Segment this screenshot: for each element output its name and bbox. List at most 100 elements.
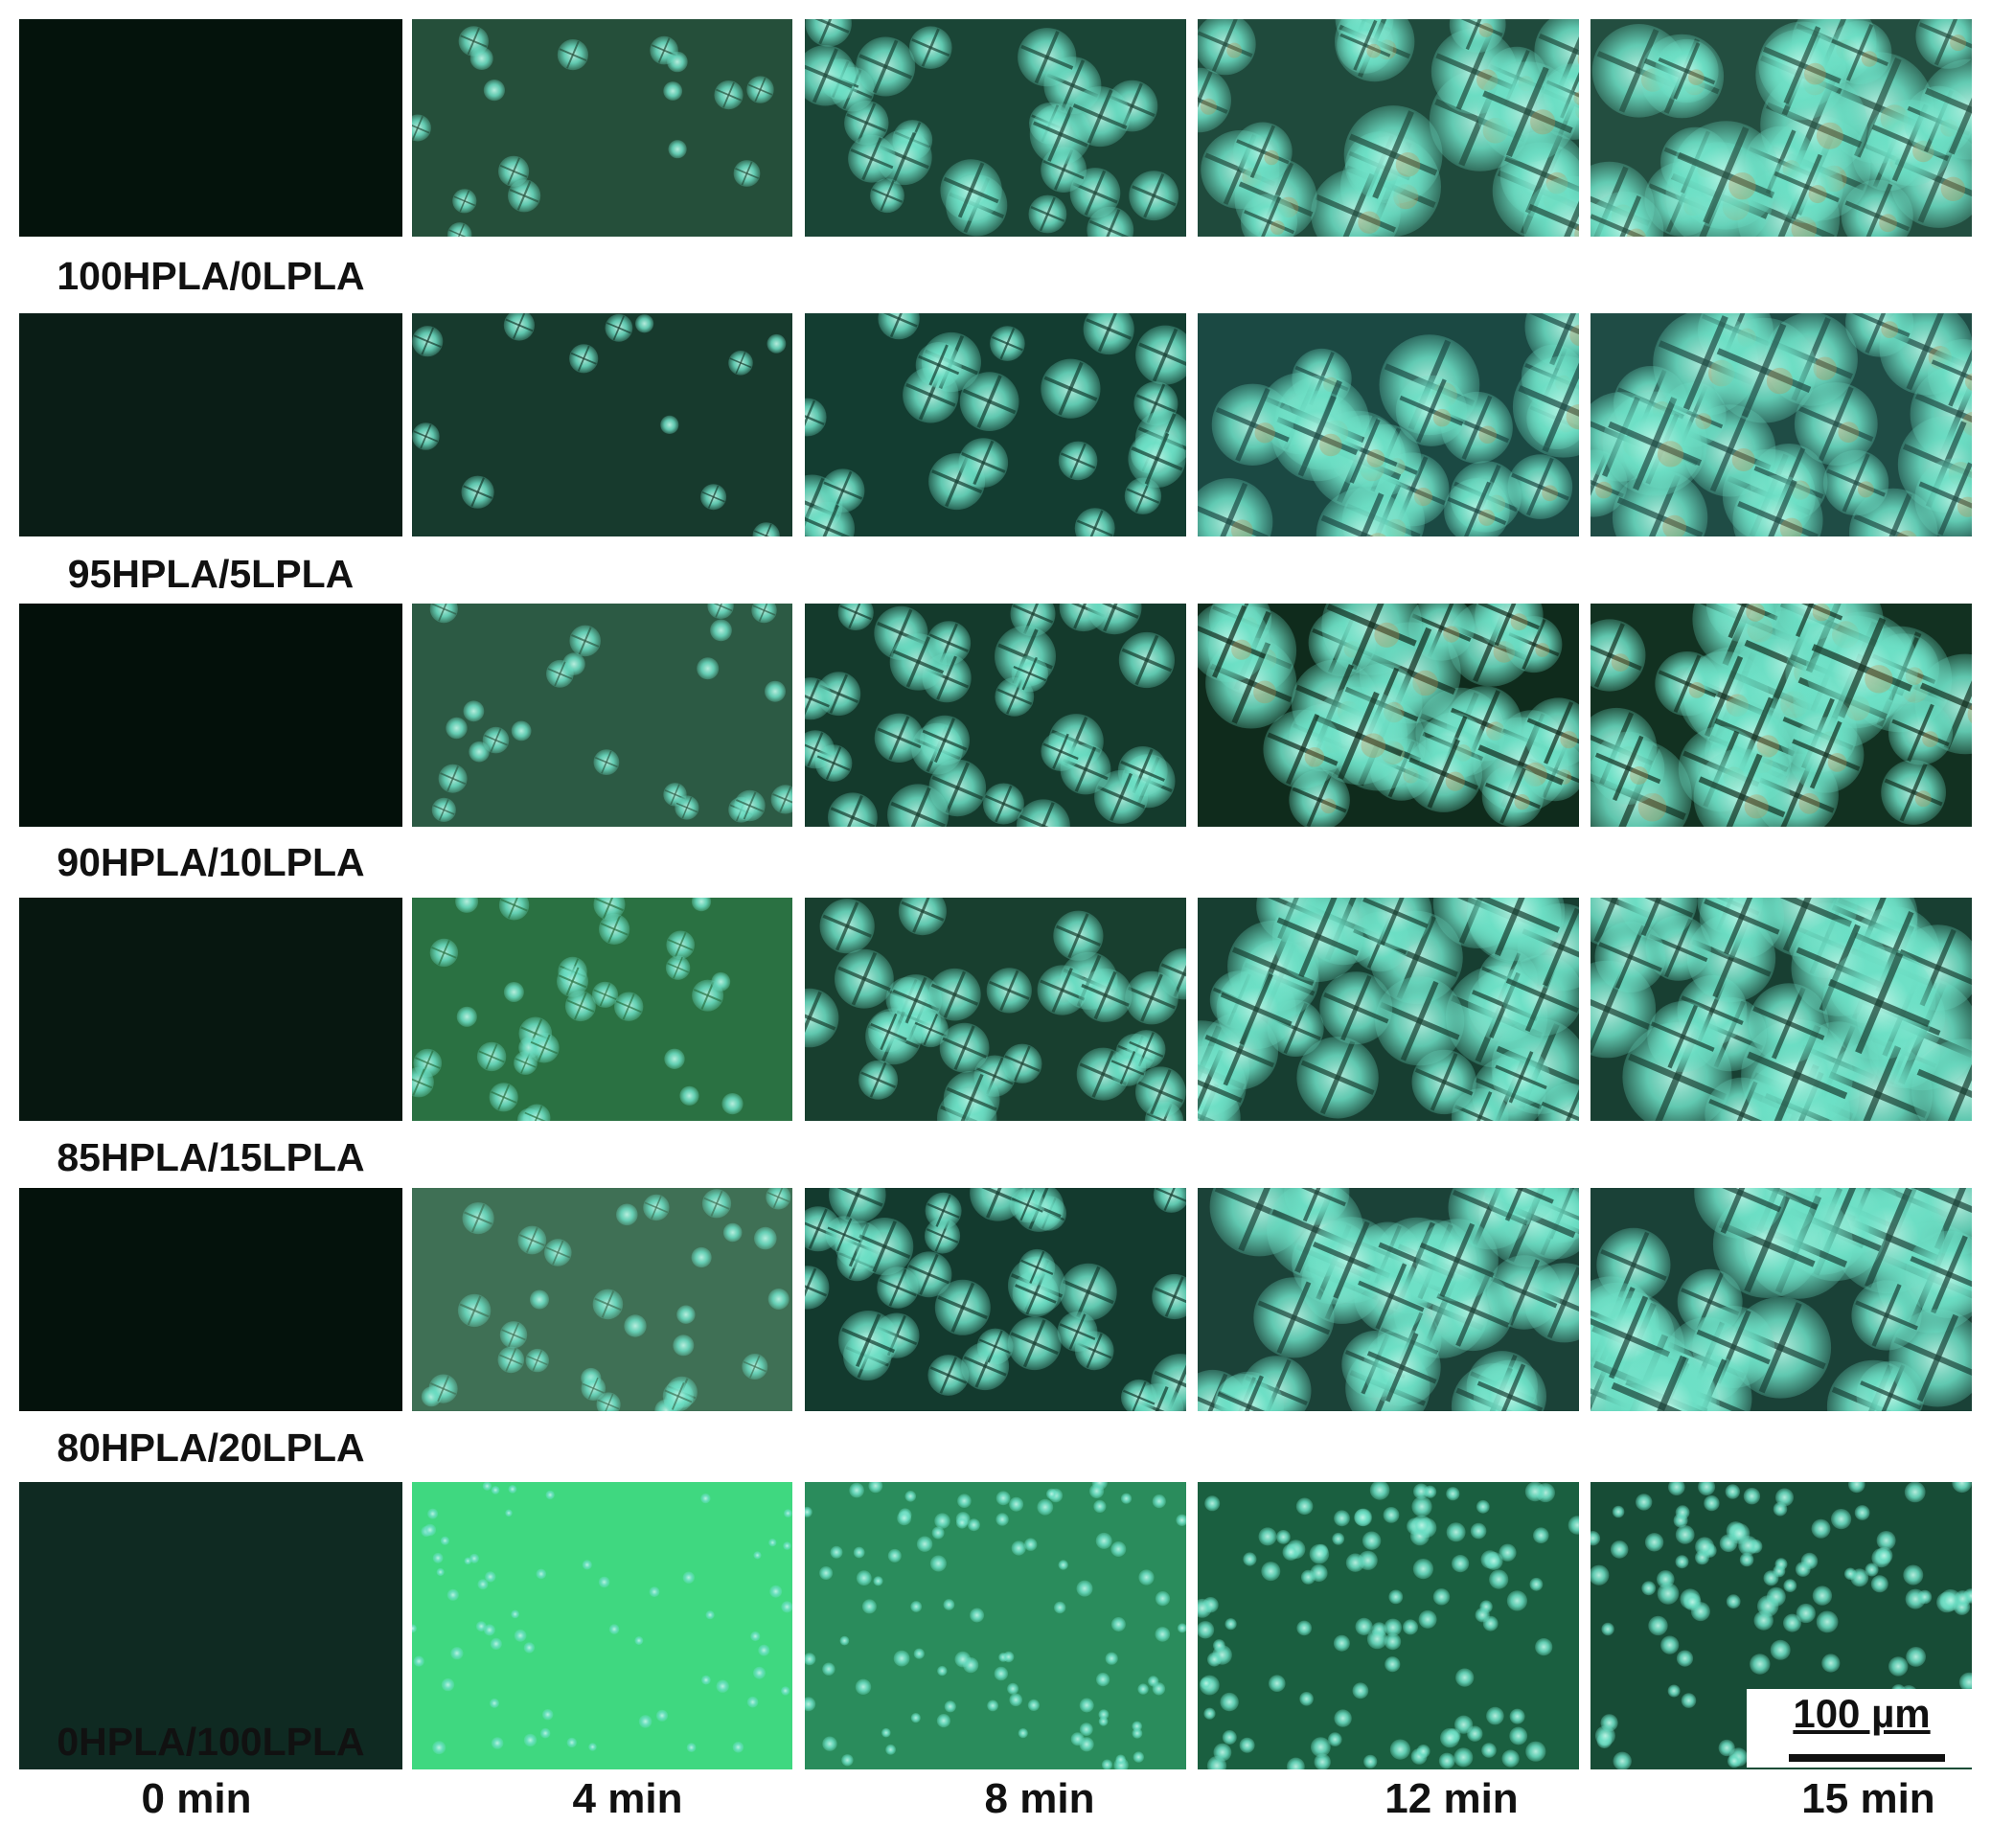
spherulite bbox=[1046, 1488, 1058, 1499]
spherulite bbox=[1591, 1531, 1601, 1546]
spherulite bbox=[1121, 1379, 1157, 1411]
spherulite bbox=[1263, 709, 1342, 789]
spherulite bbox=[1914, 458, 1972, 536]
spherulite bbox=[819, 1566, 834, 1580]
spherulite bbox=[934, 1279, 991, 1335]
spherulite bbox=[742, 1354, 768, 1380]
spherulite bbox=[1314, 1753, 1331, 1769]
spherulite bbox=[1822, 449, 1889, 516]
spherulite bbox=[1069, 86, 1131, 148]
spherulite bbox=[848, 134, 896, 183]
spherulite bbox=[634, 1636, 644, 1645]
spherulite bbox=[1636, 1494, 1653, 1511]
micrograph-panel bbox=[412, 898, 792, 1121]
spherulite bbox=[1152, 1273, 1186, 1320]
spherulite bbox=[1655, 38, 1719, 103]
spherulite bbox=[1018, 1248, 1056, 1286]
spherulite bbox=[1076, 1580, 1093, 1597]
spherulite bbox=[1821, 1654, 1841, 1673]
row-label: 90HPLA/10LPLA bbox=[57, 840, 365, 884]
spherulite bbox=[1083, 313, 1134, 355]
micrograph-background bbox=[19, 898, 402, 1121]
spherulite bbox=[1089, 1483, 1105, 1498]
spherulite bbox=[814, 744, 853, 782]
spherulite bbox=[1411, 1515, 1432, 1536]
spherulite bbox=[781, 1686, 790, 1696]
spherulite bbox=[913, 1648, 925, 1659]
spherulite bbox=[1675, 1555, 1689, 1569]
spherulite bbox=[1355, 1617, 1373, 1635]
spherulite bbox=[841, 1754, 854, 1767]
spherulite bbox=[446, 1588, 459, 1601]
spherulite bbox=[1476, 61, 1578, 163]
spherulite bbox=[940, 159, 1002, 221]
spherulite bbox=[994, 1666, 1008, 1681]
spherulite bbox=[1726, 1594, 1741, 1609]
spherulite bbox=[970, 1608, 985, 1623]
spherulite bbox=[904, 1491, 917, 1502]
spherulite bbox=[805, 45, 857, 106]
spherulite bbox=[1681, 1693, 1697, 1708]
spherulite bbox=[1129, 171, 1179, 221]
spherulite bbox=[1455, 1668, 1475, 1687]
spherulite bbox=[1533, 1527, 1549, 1543]
micrograph-panel bbox=[1198, 19, 1579, 237]
spherulite bbox=[456, 1006, 477, 1027]
spherulite bbox=[1475, 604, 1544, 650]
spherulite bbox=[1888, 1656, 1909, 1677]
spherulite bbox=[482, 1482, 492, 1491]
spherulite bbox=[605, 313, 633, 342]
spherulite bbox=[858, 1060, 899, 1100]
spherulite bbox=[431, 797, 456, 822]
spherulite bbox=[967, 1518, 980, 1532]
spherulite bbox=[569, 625, 601, 657]
spherulite bbox=[1466, 898, 1566, 962]
spherulite bbox=[958, 438, 1009, 488]
spherulite bbox=[1027, 1699, 1040, 1711]
spherulite bbox=[805, 1653, 816, 1666]
spherulite bbox=[1904, 1482, 1926, 1503]
spherulite bbox=[1602, 391, 1707, 496]
spherulite bbox=[508, 179, 541, 213]
spherulite bbox=[412, 1624, 417, 1633]
spherulite bbox=[462, 1202, 494, 1235]
spherulite bbox=[887, 1548, 902, 1563]
spherulite bbox=[423, 1523, 437, 1537]
spherulite bbox=[508, 1485, 517, 1494]
spherulite bbox=[701, 1675, 711, 1685]
spherulite bbox=[491, 1737, 504, 1749]
spherulite bbox=[663, 81, 683, 101]
spherulite bbox=[522, 1104, 551, 1121]
spherulite bbox=[1343, 105, 1443, 204]
spherulite bbox=[427, 1508, 439, 1519]
spherulite bbox=[1415, 1219, 1499, 1302]
spherulite bbox=[825, 1216, 863, 1254]
spherulite bbox=[1906, 1647, 1926, 1667]
spherulite bbox=[909, 26, 952, 69]
spherulite bbox=[844, 101, 889, 146]
spherulite bbox=[752, 522, 780, 536]
spherulite bbox=[987, 1700, 998, 1712]
spherulite bbox=[1641, 1581, 1657, 1596]
spherulite bbox=[996, 1513, 1009, 1526]
spherulite bbox=[1958, 1672, 1972, 1693]
spherulite bbox=[1475, 1608, 1490, 1623]
micrograph-panel bbox=[412, 1482, 792, 1769]
spherulite bbox=[505, 1509, 513, 1517]
spherulite bbox=[1739, 1552, 1754, 1567]
spherulite bbox=[1269, 1675, 1286, 1692]
column-label: 0 min bbox=[141, 1775, 252, 1822]
spherulite bbox=[805, 398, 827, 437]
spherulite bbox=[1911, 1038, 1972, 1121]
spherulite bbox=[1258, 1527, 1277, 1546]
spherulite bbox=[753, 1666, 766, 1679]
spherulite bbox=[665, 955, 691, 980]
micrograph-image bbox=[805, 898, 1186, 1121]
spherulite bbox=[498, 898, 530, 921]
spherulite bbox=[1671, 121, 1780, 230]
spherulite bbox=[1509, 1708, 1525, 1724]
spherulite bbox=[432, 1552, 444, 1563]
spherulite bbox=[805, 1697, 816, 1712]
spherulite bbox=[1203, 1707, 1216, 1720]
spherulite bbox=[1109, 1049, 1147, 1086]
